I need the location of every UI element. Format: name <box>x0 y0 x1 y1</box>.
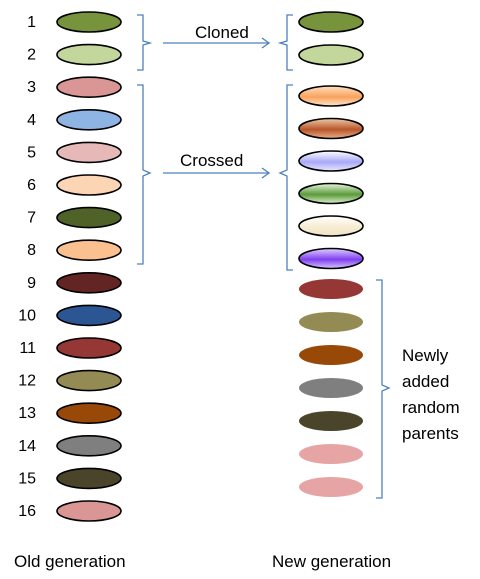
parent-ellipse <box>56 402 122 425</box>
old-parent-16: 16 <box>18 500 122 522</box>
parent-number: 5 <box>27 144 36 161</box>
parent-number: 13 <box>18 405 36 422</box>
newly-added-label-line-2: added <box>402 372 449 391</box>
old-parent-1: 1 <box>27 11 122 33</box>
old-parent-4: 4 <box>27 109 122 131</box>
parent-number: 4 <box>27 112 36 129</box>
old-parent-5: 5 <box>27 141 122 164</box>
random-parent-ellipse <box>299 411 363 431</box>
parent-ellipse <box>56 11 122 33</box>
cloned-arrowhead <box>261 37 271 49</box>
parent-number: 1 <box>27 14 36 31</box>
old-parent-15: 15 <box>18 467 122 490</box>
new-generation-caption: New generation <box>272 552 391 571</box>
old-generation-caption: Old generation <box>14 552 126 571</box>
parent-ellipse <box>56 206 122 229</box>
crossed-child-ellipse <box>298 117 364 140</box>
crossed-target-bracket <box>278 84 293 271</box>
old-parent-3: 3 <box>27 76 122 98</box>
parent-ellipse <box>56 109 122 131</box>
parent-number: 3 <box>27 79 36 96</box>
cloned-source-bracket <box>137 14 153 71</box>
old-parent-11: 11 <box>19 337 122 359</box>
random-parent-ellipse <box>299 312 363 332</box>
cloned-target-bracket <box>277 14 293 71</box>
parent-number: 7 <box>27 210 36 227</box>
parent-number: 8 <box>27 242 36 259</box>
random-parent-ellipse <box>299 444 363 464</box>
cloned-child-ellipse <box>298 11 364 33</box>
old-parent-6: 6 <box>27 174 122 196</box>
parent-number: 14 <box>18 438 36 455</box>
old-parent-8: 8 <box>27 239 122 261</box>
parent-ellipse <box>56 500 122 522</box>
parent-ellipse <box>56 369 122 392</box>
parent-ellipse <box>56 434 122 457</box>
newly-added-label-line-4: parents <box>402 424 459 443</box>
parent-number: 16 <box>18 503 36 520</box>
parent-number: 10 <box>18 307 36 324</box>
parent-ellipse <box>56 239 122 261</box>
parent-ellipse <box>56 141 122 164</box>
parent-number: 11 <box>19 340 36 357</box>
random-parent-ellipse <box>299 477 363 497</box>
parent-ellipse <box>56 43 122 66</box>
old-parent-9: 9 <box>27 271 122 294</box>
parent-ellipse <box>56 174 122 196</box>
parent-ellipse <box>56 76 122 98</box>
crossed-child-ellipse <box>298 150 364 172</box>
crossed-arrowhead <box>261 167 271 179</box>
crossed-source-bracket <box>137 84 152 265</box>
parent-ellipse <box>56 337 122 359</box>
random-parents-bracket <box>376 279 391 499</box>
parent-ellipse <box>56 467 122 490</box>
old-parent-12: 12 <box>18 369 122 392</box>
parent-number: 15 <box>18 470 36 487</box>
parent-ellipse <box>56 271 122 294</box>
old-parent-10: 10 <box>18 304 122 327</box>
random-parent-ellipse <box>299 279 363 299</box>
cloned-label: Cloned <box>195 23 249 42</box>
crossed-child-ellipse <box>298 85 364 107</box>
parent-number: 2 <box>27 47 36 64</box>
random-parent-ellipse <box>299 378 363 398</box>
parent-number: 6 <box>27 177 36 194</box>
newly-added-label-line-3: random <box>402 398 460 417</box>
new-generation-column <box>298 11 364 497</box>
old-parent-14: 14 <box>18 434 122 457</box>
parent-number: 9 <box>27 275 36 292</box>
crossed-child-ellipse <box>298 182 364 205</box>
crossed-label: Crossed <box>180 151 243 170</box>
crossed-child-ellipse <box>298 247 364 270</box>
parent-number: 12 <box>18 373 36 390</box>
old-parent-2: 2 <box>27 43 122 66</box>
parent-ellipse <box>56 304 122 327</box>
crossed-child-ellipse <box>298 215 364 237</box>
newly-added-label-line-1: Newly <box>402 346 449 365</box>
cloned-child-ellipse <box>298 44 364 66</box>
random-parent-ellipse <box>299 345 363 365</box>
old-parent-7: 7 <box>27 206 122 229</box>
old-parent-13: 13 <box>18 402 122 425</box>
